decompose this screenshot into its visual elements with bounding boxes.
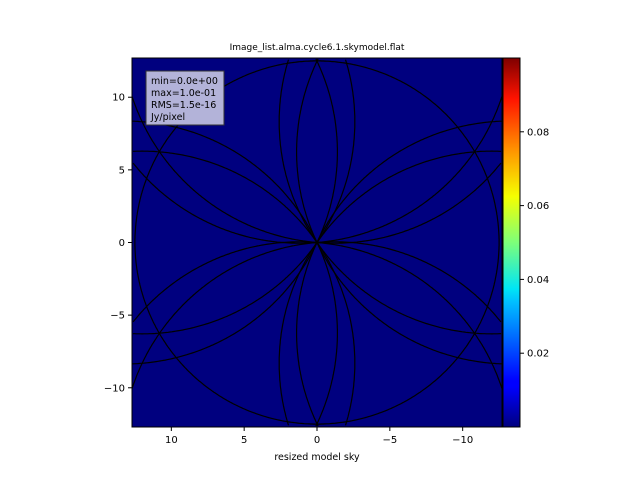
stats-unit: Jy/pixel — [150, 112, 185, 123]
petal-circle — [131, 241, 502, 389]
overlay-circles — [131, 58, 503, 427]
x-axis: 10 5 0 −5 −10 — [165, 427, 473, 446]
stats-max: max=1.0e-01 — [151, 88, 216, 99]
colorbar-tick-label: 0.02 — [527, 349, 549, 360]
y-tick-label: −5 — [110, 311, 125, 322]
petal-circle — [132, 96, 503, 244]
y-tick-label: −10 — [104, 383, 125, 394]
petal-circle — [278, 59, 502, 335]
petal-circle — [132, 58, 338, 365]
petal-circle — [296, 120, 502, 427]
colorbar-tick-label: 0.08 — [527, 127, 549, 138]
x-tick-label: 0 — [314, 435, 320, 446]
y-tick-label: 5 — [119, 165, 125, 176]
y-axis: −10 −5 0 5 10 — [104, 93, 132, 394]
chart-title: Image_list.alma.cycle6.1.skymodel.flat — [230, 43, 405, 53]
colorbar-tick-label: 0.06 — [527, 201, 549, 212]
y-tick-label: 10 — [112, 93, 125, 104]
colorbar-axis: 0.02 0.04 0.06 0.08 — [520, 127, 549, 360]
x-tick-label: −10 — [452, 435, 473, 446]
petal-circle — [296, 58, 502, 365]
petal-circle — [132, 241, 503, 389]
petal-circle — [132, 150, 356, 426]
petal-circle — [278, 150, 502, 426]
stats-box: min=0.0e+00 max=1.0e-01 RMS=1.5e-16 Jy/p… — [145, 70, 225, 126]
petal-circle — [132, 120, 338, 427]
y-tick-label: 0 — [119, 238, 125, 249]
colorbar — [502, 57, 521, 428]
outer-circle — [134, 60, 500, 425]
x-axis-label: resized model sky — [274, 452, 360, 463]
stats-min: min=0.0e+00 — [151, 76, 218, 87]
petal-circle — [132, 59, 356, 335]
x-tick-label: 10 — [165, 435, 178, 446]
petal-circle — [131, 96, 502, 244]
x-tick-label: −5 — [382, 435, 397, 446]
stats-rms: RMS=1.5e-16 — [151, 100, 216, 111]
colorbar-tick-label: 0.04 — [527, 275, 549, 286]
x-tick-label: 5 — [241, 435, 247, 446]
